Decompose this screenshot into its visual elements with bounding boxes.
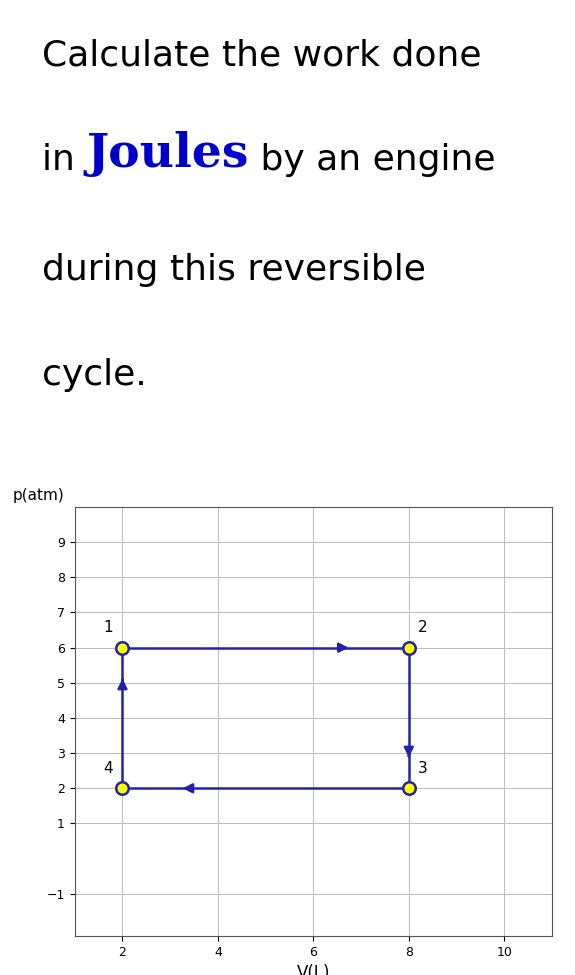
X-axis label: V(L): V(L) [297, 964, 330, 975]
Text: 3: 3 [418, 761, 428, 776]
Text: Calculate the work done: Calculate the work done [42, 38, 481, 72]
Text: Joules: Joules [86, 132, 249, 177]
Text: 1: 1 [104, 620, 113, 636]
Text: cycle.: cycle. [42, 359, 147, 392]
Text: by an engine: by an engine [249, 143, 496, 177]
Text: during this reversible: during this reversible [42, 254, 426, 288]
Text: in: in [42, 143, 86, 177]
Text: 4: 4 [104, 761, 113, 776]
Text: 2: 2 [419, 620, 428, 636]
Text: p(atm): p(atm) [13, 488, 64, 503]
